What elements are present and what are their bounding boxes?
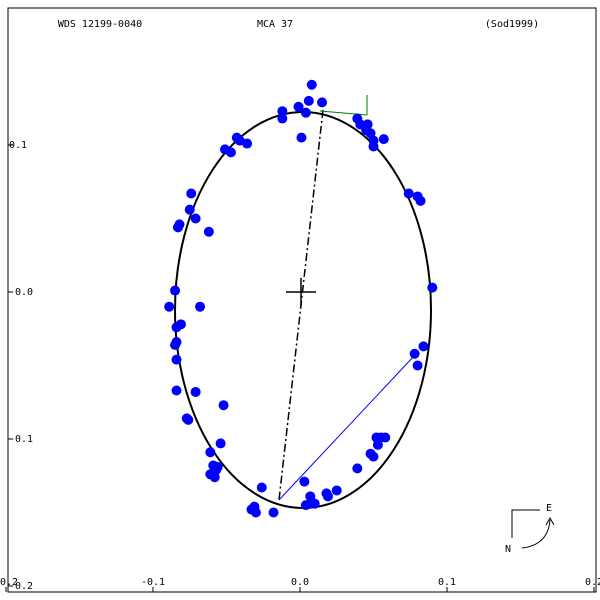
y-tick-label: -0.1: [9, 434, 33, 445]
point: [300, 107, 311, 118]
point: [352, 463, 363, 474]
point: [190, 213, 201, 224]
point: [305, 491, 316, 502]
point: [306, 79, 317, 90]
point: [205, 447, 216, 458]
point: [171, 322, 182, 333]
point: [368, 141, 379, 152]
point: [277, 113, 288, 124]
compass-north: N: [505, 544, 511, 555]
point: [296, 132, 307, 143]
point: [218, 400, 229, 411]
x-tick-label: -0.2: [0, 577, 18, 588]
point: [209, 472, 220, 483]
point: [172, 222, 183, 233]
point: [195, 301, 206, 312]
chart-title: WDS 12199-0040: [58, 19, 142, 30]
y-tick-label: -0.2: [9, 581, 33, 592]
point: [380, 432, 391, 443]
compass: [511, 509, 540, 538]
x-tick-label: 0.2: [585, 577, 600, 588]
point: [171, 385, 182, 396]
point: [268, 507, 279, 518]
point: [303, 95, 314, 106]
point: [170, 285, 181, 296]
y-tick-label: 0.1: [9, 140, 27, 151]
point: [215, 438, 226, 449]
point: [331, 485, 342, 496]
reference: (Sod1999): [485, 19, 539, 30]
point: [403, 188, 414, 199]
point: [309, 498, 320, 509]
point: [170, 339, 181, 350]
point: [317, 97, 328, 108]
x-tick-label: 0.1: [438, 577, 456, 588]
compass-arrow: [545, 516, 555, 526]
compass-east: E: [546, 503, 552, 514]
point: [427, 282, 438, 293]
point: [203, 226, 214, 237]
point: [171, 354, 182, 365]
point: [184, 204, 195, 215]
plot-frame: [7, 7, 597, 593]
point: [249, 501, 260, 512]
point: [415, 195, 426, 206]
point: [183, 414, 194, 425]
point: [186, 188, 197, 199]
point: [300, 500, 311, 511]
point: [418, 341, 429, 352]
point: [362, 119, 373, 130]
point: [322, 491, 333, 502]
point: [409, 348, 420, 359]
point: [299, 476, 310, 487]
point: [164, 301, 175, 312]
residual-line: [278, 354, 416, 501]
point: [412, 360, 423, 371]
point: [190, 386, 201, 397]
point: [256, 482, 267, 493]
chart-subtitle: MCA 37: [257, 19, 293, 30]
point: [225, 147, 236, 158]
x-tick-label: 0.0: [291, 577, 309, 588]
point: [378, 134, 389, 145]
compass-arrow: [521, 519, 551, 549]
point: [242, 138, 253, 149]
point: [368, 451, 379, 462]
x-tick-label: -0.1: [141, 577, 165, 588]
point: [277, 106, 288, 117]
y-tick-label: -0.0: [9, 287, 33, 298]
point: [293, 101, 304, 112]
